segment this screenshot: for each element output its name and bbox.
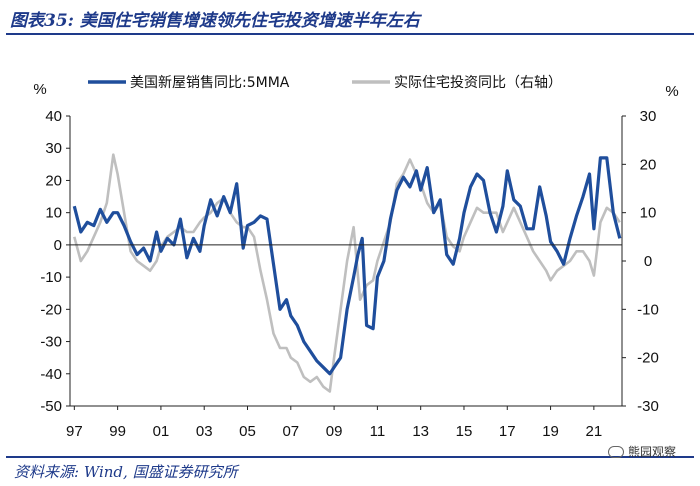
axes: 40 30 20 10 0 -10 -20 -30 -40 -50% 30 20 10 0 -10 -20 -3… [33,81,678,440]
x-axis-tick-label: 01 [153,423,170,440]
wechat-icon [607,445,624,458]
title-rule [6,33,694,35]
x-axis-tick-label: 07 [282,423,299,440]
x-axis-tick-label: 09 [326,423,343,440]
source-note: 资料来源: Wind, 国盛证券研究所 [14,463,238,481]
watermark-text: 熊园观察 [627,445,676,459]
left-axis-unit: % [33,81,46,98]
right-axis-tick-label: 0 [644,253,652,270]
x-axis-tick-label: 99 [109,423,126,440]
legend-label-residential-investment: 实际住宅投资同比（右轴） [394,75,562,91]
right-axis-tick-label: 10 [640,205,657,222]
left-axis-tick-label: -20 [40,301,62,318]
series-line-new-home-sales [72,156,622,376]
x-axis-tick-label: 19 [542,423,559,440]
left-axis-tick-label: 20 [45,172,62,189]
left-axis-tick-label: 40 [45,108,62,125]
left-axis-tick-label: 30 [45,140,62,157]
left-axis-tick-label: -30 [40,334,62,351]
x-axis-tick-label: 97 [66,423,83,440]
right-axis-tick-label: -20 [637,350,659,367]
right-axis-unit: % [665,83,678,100]
right-axis-tick-label: -10 [637,301,659,318]
watermark: 熊园观察 [607,443,676,460]
left-axis-tick-label: -40 [40,366,62,383]
chart-title: 图表35: 美国住宅销售增速领先住宅投资增速半年左右 [10,11,420,31]
right-axis-tick-label: -30 [637,398,659,415]
plot-area [72,153,622,393]
x-axis-tick-label: 21 [586,423,603,440]
legend-label-new-home-sales: 美国新屋销售同比:5MMA [130,75,290,91]
x-axis-tick-label: 13 [412,423,429,440]
x-axis-tick-label: 17 [499,423,516,440]
left-axis-tick-label: -10 [40,269,62,286]
x-axis-tick-label: 05 [239,423,256,440]
left-axis-tick-label: -50 [40,398,62,415]
x-axis-tick-label: 15 [456,423,473,440]
line-chart: 40 30 20 10 0 -10 -20 -30 -40 -50% 30 20 10 0 -10 -20 -3… [33,75,678,440]
left-axis-tick-label: 0 [54,237,62,254]
legend: 美国新屋销售同比:5MMA 实际住宅投资同比（右轴） [88,75,562,91]
footer-rule [6,456,694,458]
right-axis-tick-label: 20 [640,156,657,173]
left-axis-tick-label: 10 [45,205,62,222]
x-axis-tick-label: 11 [370,423,386,440]
right-axis-tick-label: 30 [640,108,657,125]
x-axis-tick-label: 03 [196,423,213,440]
